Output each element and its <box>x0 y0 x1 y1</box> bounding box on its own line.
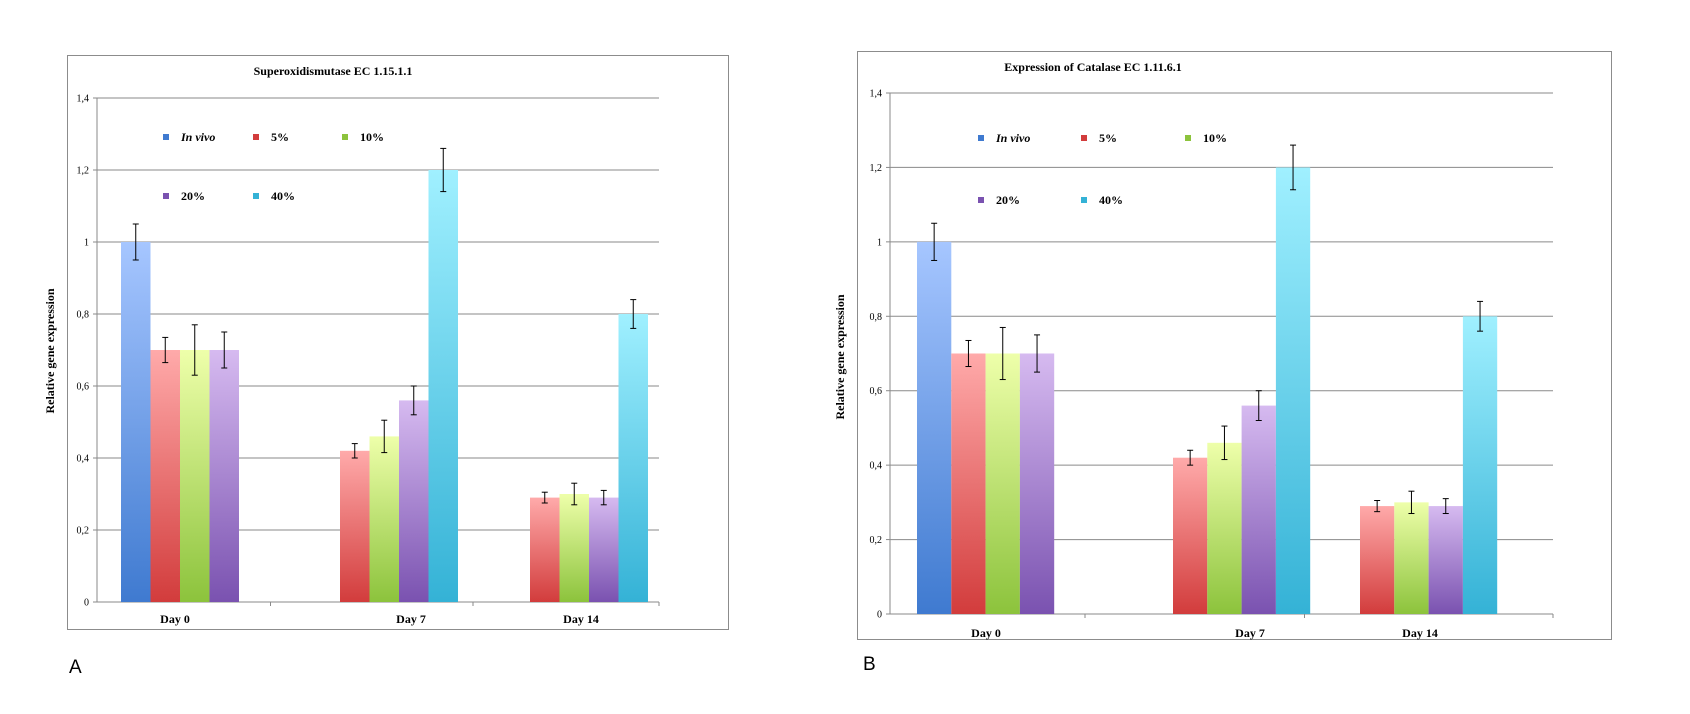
chart-title: Expression of Catalase EC 1.11.6.1 <box>1004 60 1181 74</box>
legend-swatch <box>342 134 348 140</box>
bar <box>1241 405 1276 614</box>
y-tick-label: 0,4 <box>870 461 883 472</box>
legend-label: 20% <box>996 193 1020 207</box>
legend-swatch <box>978 197 984 203</box>
legend-swatch <box>163 193 169 199</box>
bar <box>340 450 370 602</box>
bar <box>1207 442 1242 614</box>
chart-panel-a: Superoxidismutase EC 1.15.1.1 Relative ge… <box>43 55 729 630</box>
y-axis-label: Relative gene expression <box>833 294 847 419</box>
y-tick-label: 0,8 <box>870 312 883 323</box>
y-tick-label: 0,6 <box>870 386 883 397</box>
legend-label: 5% <box>271 130 289 144</box>
y-axis-label: Relative gene expression <box>43 288 57 413</box>
legend-label: 10% <box>1203 131 1227 145</box>
bar <box>1173 457 1208 614</box>
y-tick-label: 1,2 <box>870 163 883 174</box>
legend-swatch <box>253 134 259 140</box>
legend-swatch <box>253 193 259 199</box>
y-tick-label: 0,8 <box>77 310 90 321</box>
bar <box>951 353 986 614</box>
bar <box>369 436 399 602</box>
legend-swatch <box>163 134 169 140</box>
x-category-label: Day 14 <box>563 612 599 626</box>
bar <box>917 241 952 614</box>
x-category-label: Day 0 <box>160 612 190 626</box>
legend-swatch <box>1081 135 1087 141</box>
bar <box>985 353 1020 614</box>
x-category-label: Day 14 <box>1402 626 1438 640</box>
chart-panel-b: Expression of Catalase EC 1.11.6.1 Relati… <box>833 51 1612 640</box>
y-tick-label: 0,4 <box>77 454 90 465</box>
chart-a-svg: Superoxidismutase EC 1.15.1.1 Relative ge… <box>43 64 660 626</box>
bar <box>399 400 429 602</box>
y-tick-label: 0 <box>84 598 89 609</box>
y-tick-label: 1,4 <box>870 89 883 100</box>
chart-b-svg: Expression of Catalase EC 1.11.6.1 Relati… <box>833 60 1554 640</box>
y-tick-label: 1 <box>84 238 89 249</box>
bar <box>150 350 180 602</box>
y-tick-label: 1 <box>877 237 882 248</box>
x-category-label: Day 0 <box>971 626 1001 640</box>
bar <box>1394 502 1429 614</box>
legend-label: In vivo <box>995 131 1030 145</box>
bar <box>209 350 239 602</box>
legend-swatch <box>978 135 984 141</box>
bar <box>618 314 648 602</box>
y-tick-label: 0,2 <box>77 526 90 537</box>
y-tick-label: 0 <box>877 610 882 621</box>
legend-label: 40% <box>1099 193 1123 207</box>
bar <box>559 494 589 602</box>
bar <box>428 170 458 602</box>
legend-label: In vivo <box>180 130 215 144</box>
bar <box>1019 353 1055 614</box>
bar <box>589 497 619 602</box>
legend-label: 5% <box>1099 131 1117 145</box>
legend-label: 40% <box>271 189 295 203</box>
bar <box>530 497 560 602</box>
y-tick-label: 1,4 <box>77 94 90 105</box>
x-category-label: Day 7 <box>1235 626 1265 640</box>
panel-label-b: B <box>863 654 876 675</box>
bar <box>1360 506 1395 614</box>
y-tick-label: 1,2 <box>77 166 90 177</box>
legend-label: 20% <box>181 189 205 203</box>
panel-label-a: A <box>69 657 82 678</box>
bar <box>180 350 210 602</box>
legend-swatch <box>1185 135 1191 141</box>
bar <box>1462 316 1498 614</box>
legend-swatch <box>1081 197 1087 203</box>
bar <box>1428 506 1463 614</box>
chart-title: Superoxidismutase EC 1.15.1.1 <box>254 64 413 78</box>
x-category-label: Day 7 <box>396 612 426 626</box>
legend-label: 10% <box>360 130 384 144</box>
y-tick-label: 0,2 <box>870 535 883 546</box>
y-tick-label: 0,6 <box>77 382 90 393</box>
bar <box>1275 167 1311 614</box>
bar <box>121 242 151 602</box>
